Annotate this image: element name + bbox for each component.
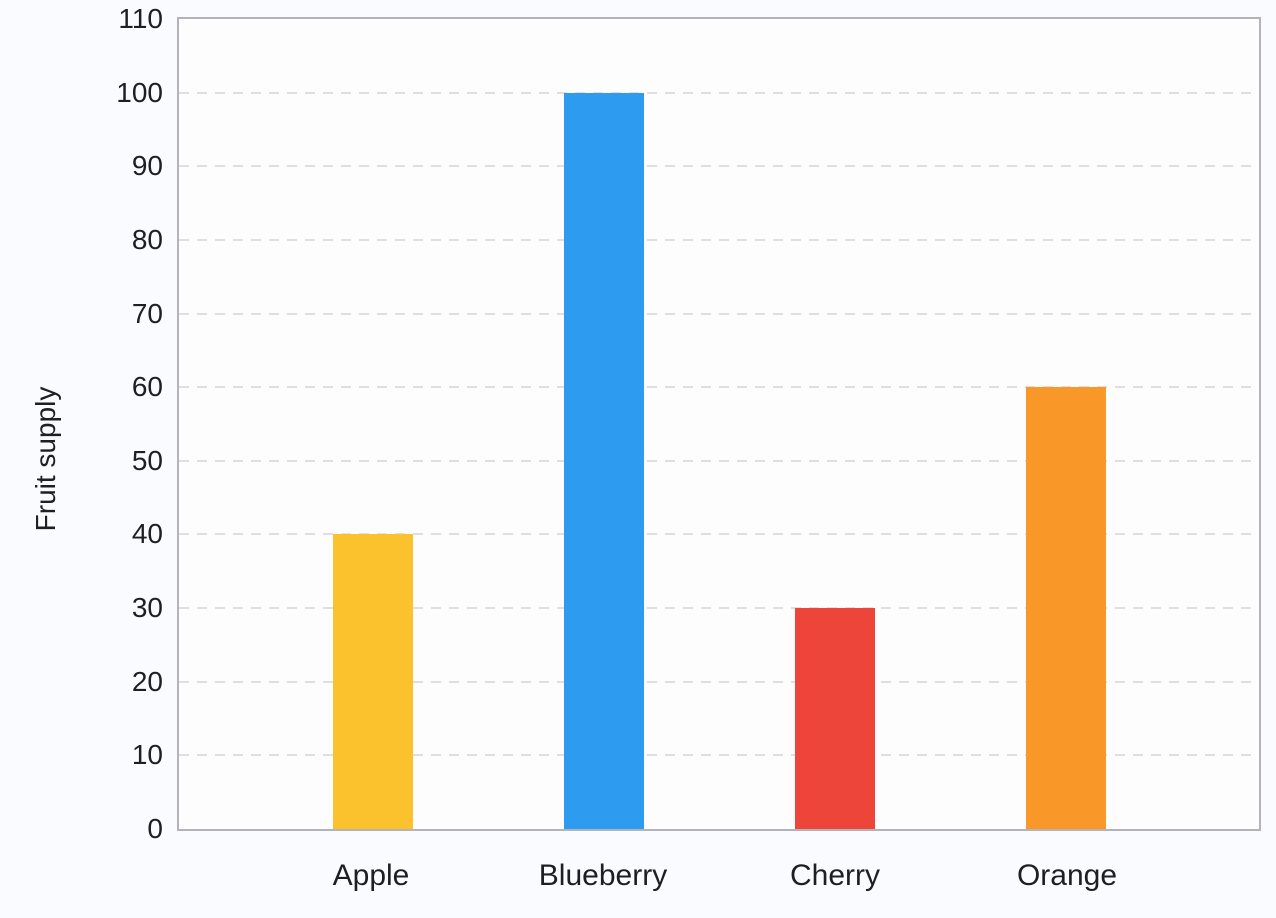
gridline: [179, 165, 1259, 168]
y-tick-label: 20: [131, 665, 163, 697]
bar-cell: [488, 19, 719, 829]
bar-cell: [719, 19, 950, 829]
y-tick-label: 0: [147, 813, 163, 844]
gridline: [179, 459, 1259, 462]
x-axis-label-cherry: Cherry: [789, 859, 880, 892]
y-tick-label: 30: [131, 592, 163, 624]
y-tick-label: 110: [118, 3, 163, 34]
y-tick-label: 50: [131, 444, 163, 476]
gridline: [179, 238, 1259, 241]
gridline: [179, 680, 1259, 683]
x-axis-label-blueberry: Blueberry: [538, 859, 668, 892]
y-tick-label: 90: [131, 150, 163, 182]
y-tick-label: 40: [131, 518, 163, 550]
x-axis-label-apple: Apple: [332, 859, 410, 892]
bars-track: [179, 19, 1259, 829]
x-axis-label-orange: Orange: [1016, 859, 1118, 892]
bar-cherry: [794, 608, 875, 829]
gridline: [179, 754, 1259, 757]
bar-blueberry: [563, 92, 644, 829]
bar-apple: [332, 534, 413, 829]
bar-orange: [1025, 387, 1106, 829]
bar-cell: [257, 19, 488, 829]
plot-area: [177, 17, 1261, 831]
gridline: [179, 607, 1259, 610]
y-axis-tick-labels: 0 10 20 30 40 50 60 70 80 90 100 110: [0, 4, 163, 844]
y-tick-label: 60: [131, 371, 163, 403]
y-tick-label: 80: [131, 223, 163, 255]
gridline: [179, 91, 1259, 94]
gridline: [179, 312, 1259, 315]
y-tick-label: 100: [116, 76, 163, 108]
y-tick-label: 10: [131, 739, 163, 771]
gridline: [179, 533, 1259, 536]
bar-cell: [950, 19, 1181, 829]
y-tick-label: 70: [131, 297, 163, 329]
x-axis-labels: Apple Blueberry Cherry Orange: [177, 831, 1261, 918]
gridline: [179, 386, 1259, 389]
